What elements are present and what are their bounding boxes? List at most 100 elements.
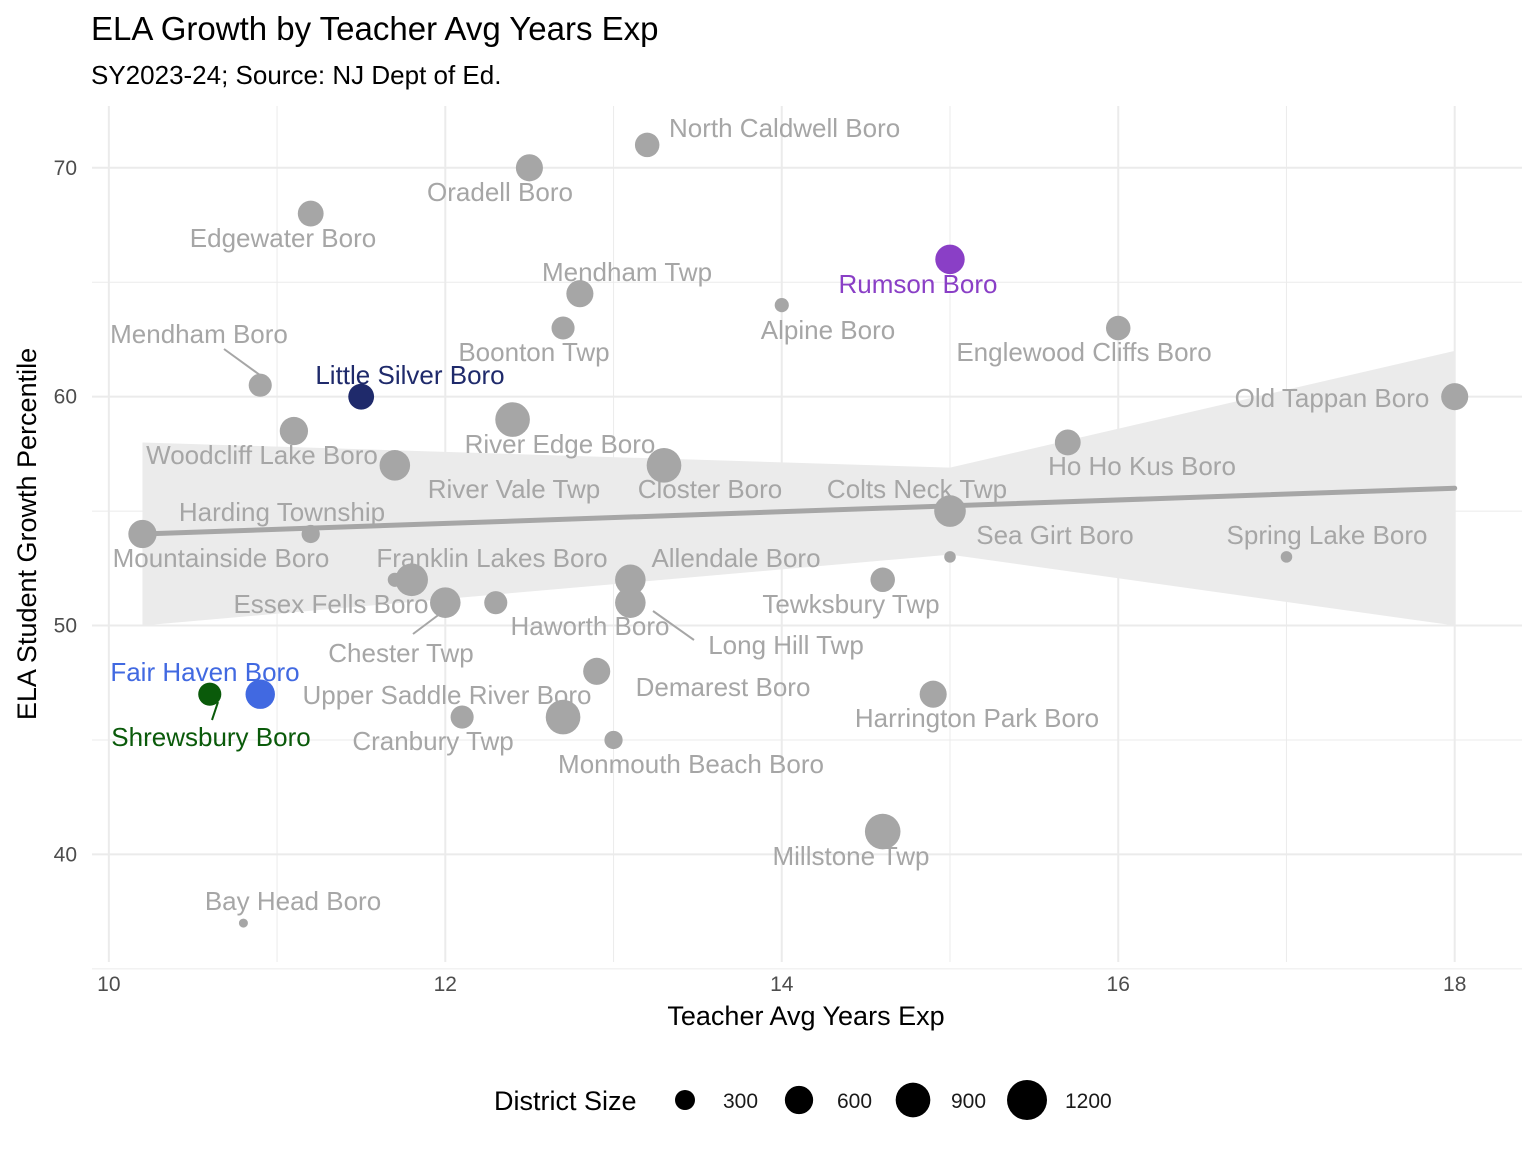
point-label-mendham-twp: Mendham Twp [542, 257, 712, 287]
point-label-mendham-boro: Mendham Boro [110, 319, 288, 349]
point-label-essex-fells-boro: Essex Fells Boro [233, 589, 428, 619]
chart-title: ELA Growth by Teacher Avg Years Exp [91, 10, 658, 47]
point-label-rumson-boro: Rumson Boro [839, 269, 998, 299]
point-label-bay-head-boro: Bay Head Boro [205, 886, 381, 916]
confidence-band [142, 350, 1455, 626]
point-label-chester-twp: Chester Twp [328, 638, 473, 668]
point-woodcliff-lake-boro [279, 416, 309, 446]
y-tick-label: 70 [54, 157, 77, 180]
point-label-closter-boro: Closter Boro [638, 474, 783, 504]
point-ho-ho-kus-boro [1054, 429, 1081, 456]
axis-ticks: 10 12 14 16 18 40 50 60 70 [54, 157, 1467, 996]
y-tick-label: 60 [54, 386, 77, 409]
confidence-band-area [142, 350, 1455, 626]
point-label-cranbury-twp: Cranbury Twp [352, 726, 513, 756]
point-label-upper-saddle-river-boro: Upper Saddle River Boro [302, 680, 591, 710]
point-label-monmouth-beach-boro: Monmouth Beach Boro [558, 749, 824, 779]
point-long-hill-twp [615, 587, 646, 618]
legend-key-1200 [1007, 1080, 1047, 1120]
point-harding-township [301, 524, 320, 544]
point-label-edgewater-boro: Edgewater Boro [190, 223, 376, 253]
trend-line [139, 485, 1458, 537]
point-label-colts-neck-twp: Colts Neck Twp [827, 474, 1007, 504]
point-label-little-silver-boro: Little Silver Boro [315, 360, 504, 390]
point-alpine-boro [774, 298, 789, 313]
point-label-millstone-twp: Millstone Twp [772, 841, 929, 871]
point-label-harding-township: Harding Township [179, 497, 385, 527]
leader-line-shrewsbury-boro [211, 701, 219, 721]
point-essex-fells-boro [430, 587, 461, 618]
point-oradell-boro [515, 154, 543, 182]
point-upper-saddle-river-boro [545, 699, 581, 735]
legend-label-1200: 1200 [1065, 1090, 1112, 1113]
x-tick-label: 14 [770, 973, 794, 996]
point-label-sea-girt-boro: Sea Girt Boro [976, 520, 1134, 550]
leader-line-long-hill-twp [652, 610, 695, 641]
y-tick-label: 40 [54, 843, 77, 866]
point-colts-neck-twp [934, 495, 966, 527]
point-cranbury-twp [450, 705, 474, 729]
point-sea-girt-boro [944, 551, 956, 563]
legend-key-300 [675, 1090, 695, 1110]
size-legend: District Size 300 600 900 1200 [494, 1080, 1112, 1120]
point-label-river-vale-twp: River Vale Twp [428, 474, 600, 504]
trend-line-path [139, 485, 1458, 537]
legend-label-600: 600 [837, 1090, 872, 1113]
leader-line-mendham-boro [223, 348, 265, 379]
point-label-alpine-boro: Alpine Boro [761, 315, 895, 345]
point-mountainside-boro [128, 519, 157, 549]
point-label-mountainside-boro: Mountainside Boro [113, 543, 330, 573]
point-label-river-edge-boro: River Edge Boro [465, 429, 656, 459]
point-demarest-boro [583, 657, 611, 685]
y-axis-title: ELA Student Growth Percentile [12, 348, 42, 720]
point-spring-lake-boro [1280, 551, 1293, 563]
x-tick-label: 18 [1443, 973, 1466, 996]
point-label-woodcliff-lake-boro: Woodcliff Lake Boro [146, 440, 378, 470]
point-label-boonton-twp: Boonton Twp [458, 337, 609, 367]
point-little-silver-boro [348, 383, 375, 410]
point-label-demarest-boro: Demarest Boro [636, 672, 811, 702]
point-haworth-boro [484, 591, 508, 615]
point-edgewater-boro [297, 200, 324, 227]
legend-title: District Size [494, 1086, 637, 1116]
point-boonton-twp [551, 316, 575, 340]
point-allendale-boro [615, 564, 646, 596]
point-north-caldwell-boro [634, 132, 660, 158]
point-label-long-hill-twp: Long Hill Twp [708, 630, 864, 660]
point-label-ho-ho-kus-boro: Ho Ho Kus Boro [1048, 451, 1236, 481]
point-harrington-park-boro [919, 680, 947, 708]
point-label-englewood-cliffs-boro: Englewood Cliffs Boro [956, 337, 1211, 367]
point-label-spring-lake-boro: Spring Lake Boro [1227, 520, 1428, 550]
point-label-tewksbury-twp: Tewksbury Twp [762, 589, 939, 619]
y-tick-label: 50 [54, 615, 77, 638]
legend-key-600 [784, 1085, 814, 1115]
point-label-shrewsbury-boro: Shrewsbury Boro [111, 722, 310, 752]
point-tewksbury-twp [870, 567, 895, 593]
point-closter-boro [646, 448, 682, 483]
point-millstone-twp [864, 813, 901, 850]
point-rumson-boro [935, 244, 965, 275]
point-river-vale-twp [379, 450, 411, 481]
point-chester-twp [387, 572, 402, 587]
point-label-fair-haven-boro: Fair Haven Boro [110, 657, 299, 687]
chart-subtitle: SY2023-24; Source: NJ Dept of Ed. [91, 60, 501, 90]
point-label-oradell-boro: Oradell Boro [427, 177, 573, 207]
point-bay-head-boro [238, 918, 248, 928]
point-shrewsbury-boro [198, 682, 222, 706]
point-label-harrington-park-boro: Harrington Park Boro [855, 703, 1099, 733]
point-labels: North Caldwell Boro Oradell Boro Edgewater… [110, 113, 1429, 916]
point-label-old-tappan-boro: Old Tappan Boro [1235, 383, 1430, 413]
point-monmouth-beach-boro [604, 730, 623, 750]
point-mendham-boro [248, 373, 272, 397]
leader-line-chester-twp [412, 609, 446, 635]
point-franklin-lakes-boro [395, 563, 428, 597]
data-points [128, 132, 1469, 928]
point-label-franklin-lakes-boro: Franklin Lakes Boro [376, 543, 607, 573]
x-axis-title: Teacher Avg Years Exp [667, 1001, 944, 1031]
point-mendham-twp [566, 280, 594, 308]
legend-label-900: 900 [951, 1090, 986, 1113]
point-label-allendale-boro: Allendale Boro [651, 543, 820, 573]
point-label-haworth-boro: Haworth Boro [511, 611, 670, 641]
point-englewood-cliffs-boro [1105, 315, 1131, 341]
